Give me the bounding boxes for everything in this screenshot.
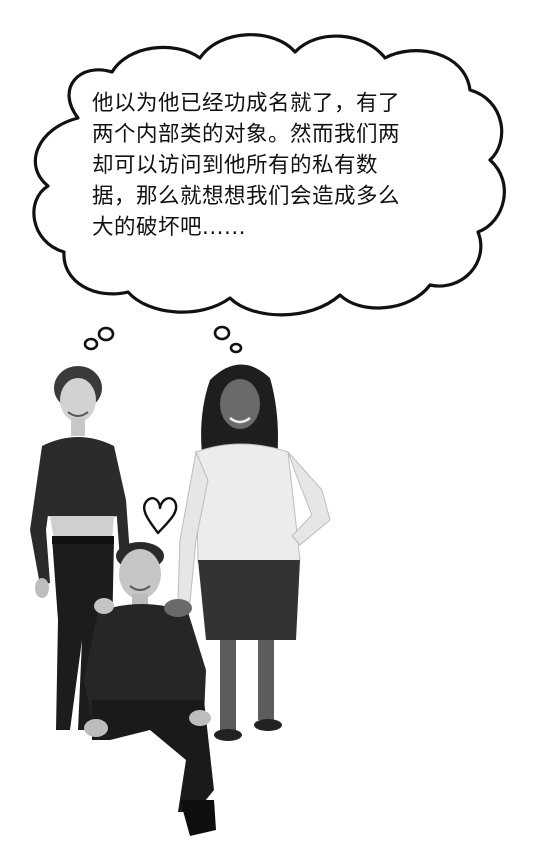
- thought-dot-1: [83, 337, 99, 351]
- thought-line-3: 却可以访问到他所有的私有数: [92, 153, 379, 178]
- heart-doodle-icon: [143, 497, 178, 535]
- woman-right-figure: [177, 364, 331, 741]
- thought-dot-2: [97, 326, 115, 342]
- thought-line-4: 据，那么就想想我们会造成多么: [92, 184, 401, 209]
- thought-bubble-icon: [32, 33, 506, 317]
- thought-dot-4: [229, 342, 243, 354]
- thought-bubble-text: 他以为他已经功成名就了，有了 两个内部类的对象。然而我们两 却可以访问到他所有的…: [92, 88, 442, 243]
- thought-line-5: 大的破坏吧......: [92, 215, 247, 240]
- man-crouching-figure: [84, 542, 216, 836]
- thought-line-1: 他以为他已经功成名就了，有了: [92, 91, 401, 116]
- thought-dot-3: [213, 325, 231, 341]
- thought-line-2: 两个内部类的对象。然而我们两: [92, 122, 401, 147]
